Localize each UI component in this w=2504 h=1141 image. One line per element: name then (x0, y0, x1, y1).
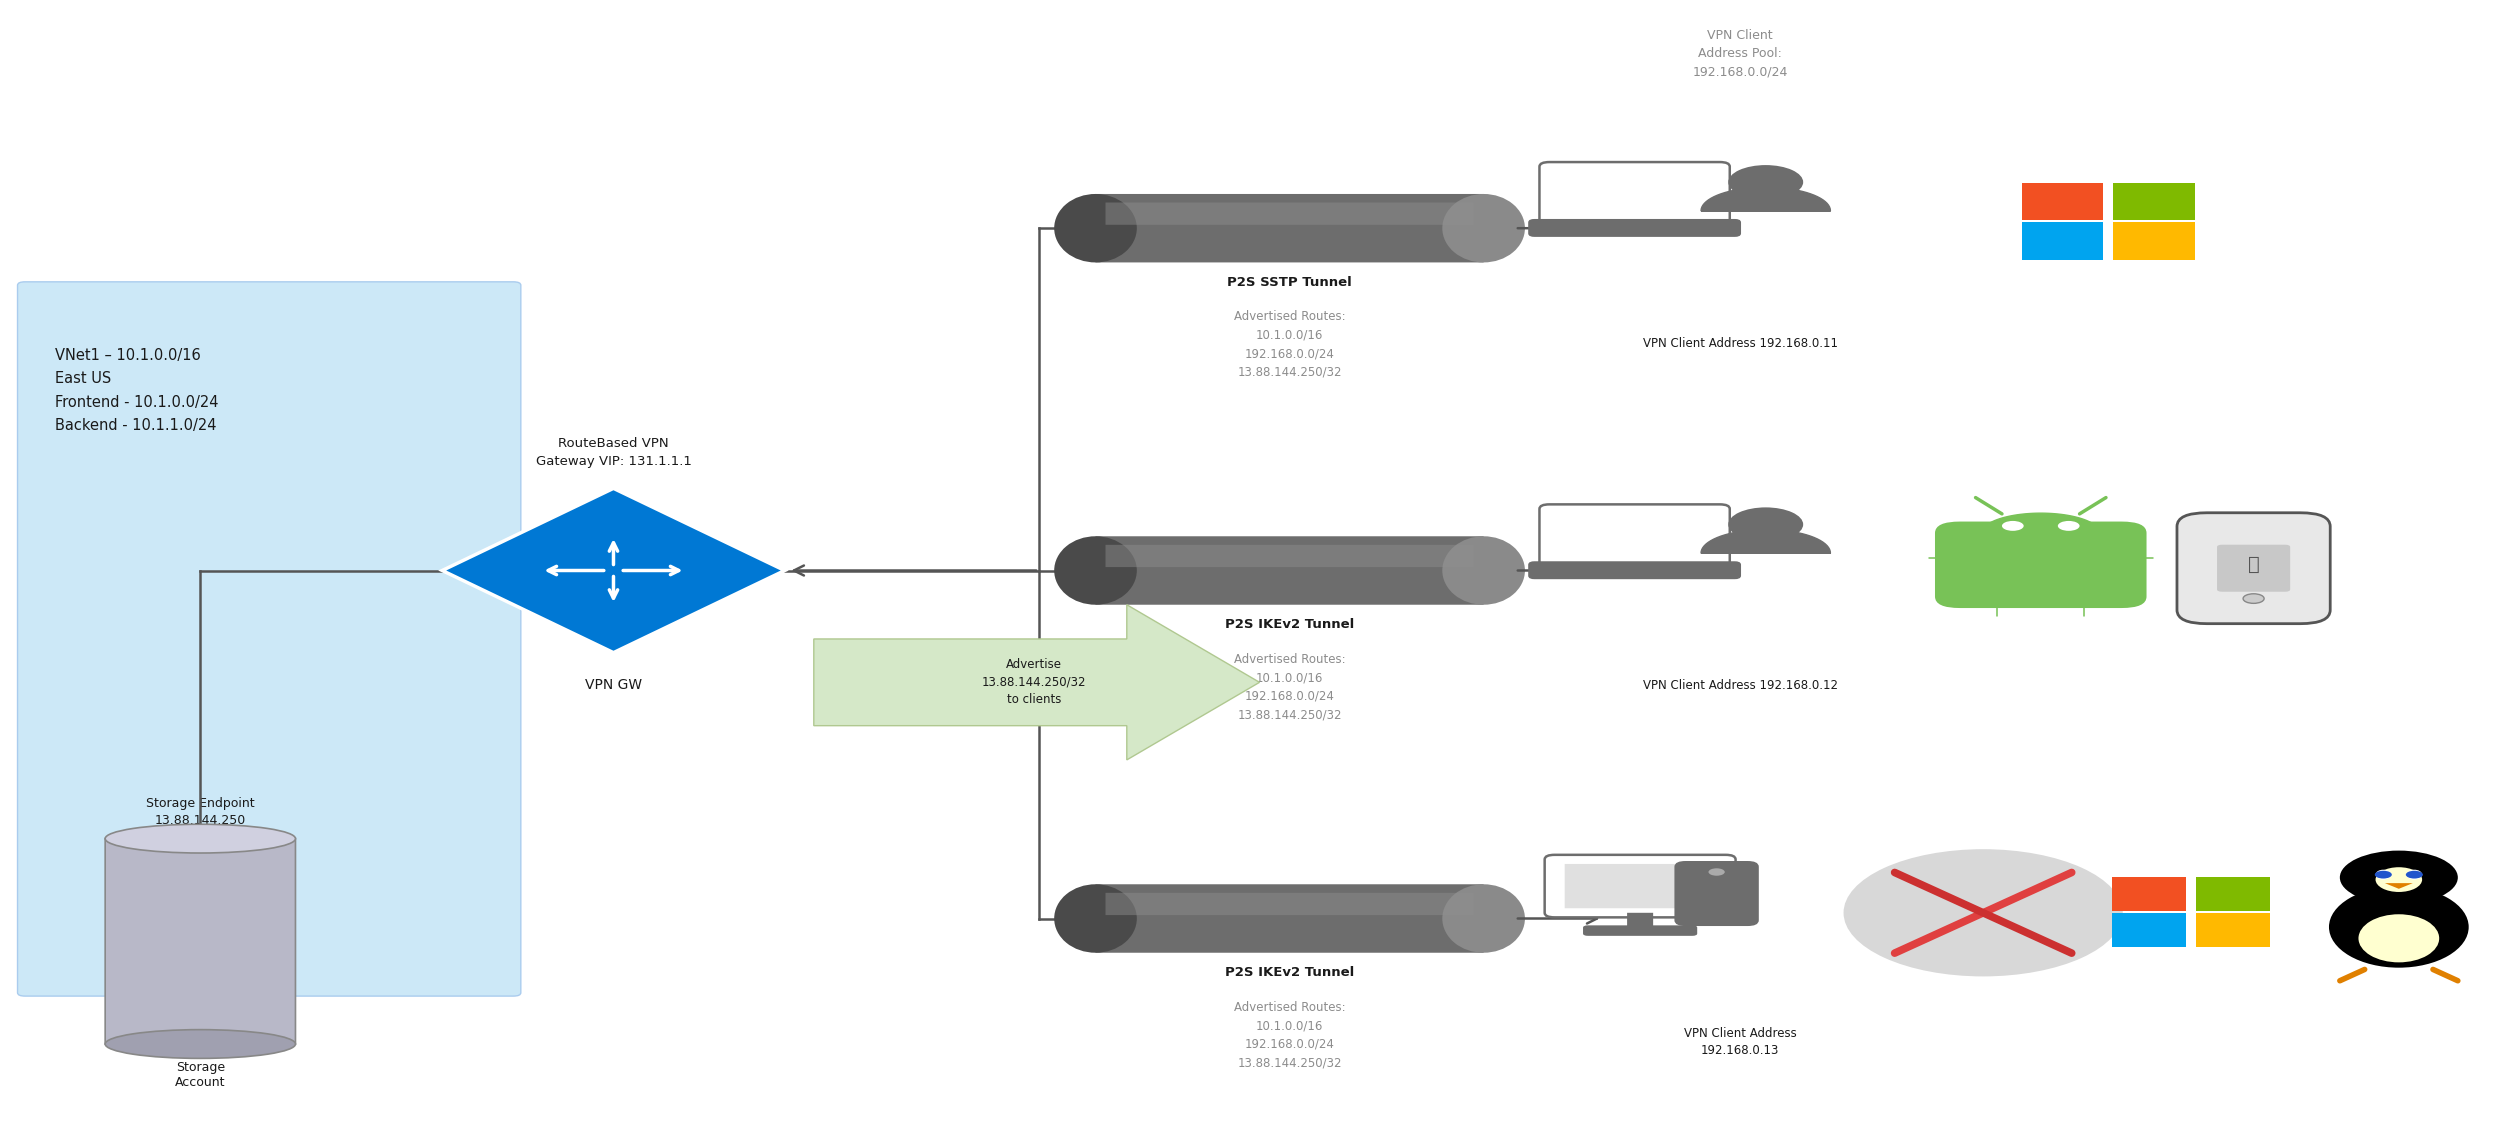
Text: P2S IKEv2 Tunnel: P2S IKEv2 Tunnel (1224, 618, 1355, 631)
Circle shape (1708, 868, 1725, 876)
Polygon shape (443, 488, 784, 653)
Ellipse shape (1442, 884, 1525, 953)
Circle shape (2374, 871, 2391, 879)
Circle shape (2058, 521, 2078, 531)
FancyBboxPatch shape (105, 839, 295, 1044)
Text: Advertised Routes:
10.1.0.0/16
192.168.0.0/24
13.88.144.250/32: Advertised Routes: 10.1.0.0/16 192.168.0… (1234, 653, 1345, 721)
Ellipse shape (1054, 884, 1137, 953)
Text: P2S SSTP Tunnel: P2S SSTP Tunnel (1227, 276, 1352, 289)
FancyBboxPatch shape (2111, 913, 2186, 947)
Text: P2S IKEv2 Tunnel: P2S IKEv2 Tunnel (1224, 966, 1355, 979)
Ellipse shape (2376, 869, 2391, 880)
FancyBboxPatch shape (2021, 222, 2103, 260)
Text: VNet1 – 10.1.0.0/16
East US
Frontend - 10.1.0.0/24
Backend - 10.1.1.0/24: VNet1 – 10.1.0.0/16 East US Frontend - 1… (55, 348, 218, 434)
FancyBboxPatch shape (2021, 183, 2103, 220)
Text: Advertised Routes:
10.1.0.0/16
192.168.0.0/24
13.88.144.250/32: Advertised Routes: 10.1.0.0/16 192.168.0… (1234, 1001, 1345, 1069)
Ellipse shape (1442, 536, 1525, 605)
Text: Storage Endpoint
13.88.144.250: Storage Endpoint 13.88.144.250 (145, 798, 255, 827)
Circle shape (2406, 871, 2424, 879)
FancyBboxPatch shape (1540, 162, 1730, 227)
Circle shape (2339, 850, 2459, 905)
Ellipse shape (1442, 194, 1525, 262)
Circle shape (2244, 593, 2264, 604)
Ellipse shape (2376, 867, 2421, 892)
Ellipse shape (1054, 194, 1137, 262)
FancyBboxPatch shape (1097, 884, 1482, 953)
FancyBboxPatch shape (1530, 563, 1740, 578)
FancyBboxPatch shape (2113, 222, 2196, 260)
FancyBboxPatch shape (1936, 521, 2146, 608)
Ellipse shape (1054, 536, 1137, 605)
FancyBboxPatch shape (1675, 863, 1758, 924)
Polygon shape (1700, 529, 1830, 553)
Text: Advertise
13.88.144.250/32
to clients: Advertise 13.88.144.250/32 to clients (982, 658, 1087, 706)
Circle shape (1728, 165, 1803, 200)
Text: VPN Client Address 192.168.0.12: VPN Client Address 192.168.0.12 (1643, 679, 1838, 691)
Circle shape (2003, 521, 2023, 531)
FancyBboxPatch shape (1583, 925, 1698, 936)
FancyBboxPatch shape (1097, 194, 1482, 262)
Polygon shape (814, 605, 1260, 760)
FancyBboxPatch shape (1545, 855, 1735, 917)
FancyBboxPatch shape (2196, 913, 2271, 947)
FancyBboxPatch shape (2216, 544, 2291, 592)
Ellipse shape (105, 1029, 295, 1059)
FancyBboxPatch shape (1565, 864, 1715, 908)
Text: VPN Client
Address Pool:
192.168.0.0/24: VPN Client Address Pool: 192.168.0.0/24 (1693, 29, 1788, 79)
Text: Storage
Account: Storage Account (175, 1061, 225, 1090)
FancyBboxPatch shape (2196, 876, 2271, 911)
FancyBboxPatch shape (1097, 536, 1482, 605)
FancyBboxPatch shape (1107, 544, 1472, 567)
FancyBboxPatch shape (1530, 220, 1740, 236)
Text: Advertised Routes:
10.1.0.0/16
192.168.0.0/24
13.88.144.250/32: Advertised Routes: 10.1.0.0/16 192.168.0… (1234, 310, 1345, 379)
Text: :  (2249, 556, 2259, 574)
FancyBboxPatch shape (2113, 183, 2196, 220)
Polygon shape (1981, 513, 2101, 533)
FancyBboxPatch shape (2176, 512, 2331, 624)
FancyBboxPatch shape (18, 282, 521, 996)
Ellipse shape (2359, 914, 2439, 962)
Circle shape (1728, 508, 1803, 542)
Polygon shape (2384, 883, 2414, 889)
FancyBboxPatch shape (2111, 876, 2186, 911)
Text: VPN Client Address 192.168.0.11: VPN Client Address 192.168.0.11 (1643, 337, 1838, 349)
Text: VPN GW: VPN GW (586, 678, 641, 691)
Ellipse shape (2329, 887, 2469, 968)
Ellipse shape (2406, 869, 2421, 880)
FancyBboxPatch shape (1107, 203, 1472, 225)
Circle shape (1843, 849, 2123, 977)
FancyBboxPatch shape (1540, 504, 1730, 569)
Polygon shape (1700, 187, 1830, 211)
FancyBboxPatch shape (1107, 892, 1472, 915)
Ellipse shape (105, 824, 295, 853)
FancyBboxPatch shape (1628, 913, 1653, 928)
Text: RouteBased VPN
Gateway VIP: 131.1.1.1: RouteBased VPN Gateway VIP: 131.1.1.1 (536, 437, 691, 468)
Text: VPN Client Address
192.168.0.13: VPN Client Address 192.168.0.13 (1683, 1027, 1798, 1057)
